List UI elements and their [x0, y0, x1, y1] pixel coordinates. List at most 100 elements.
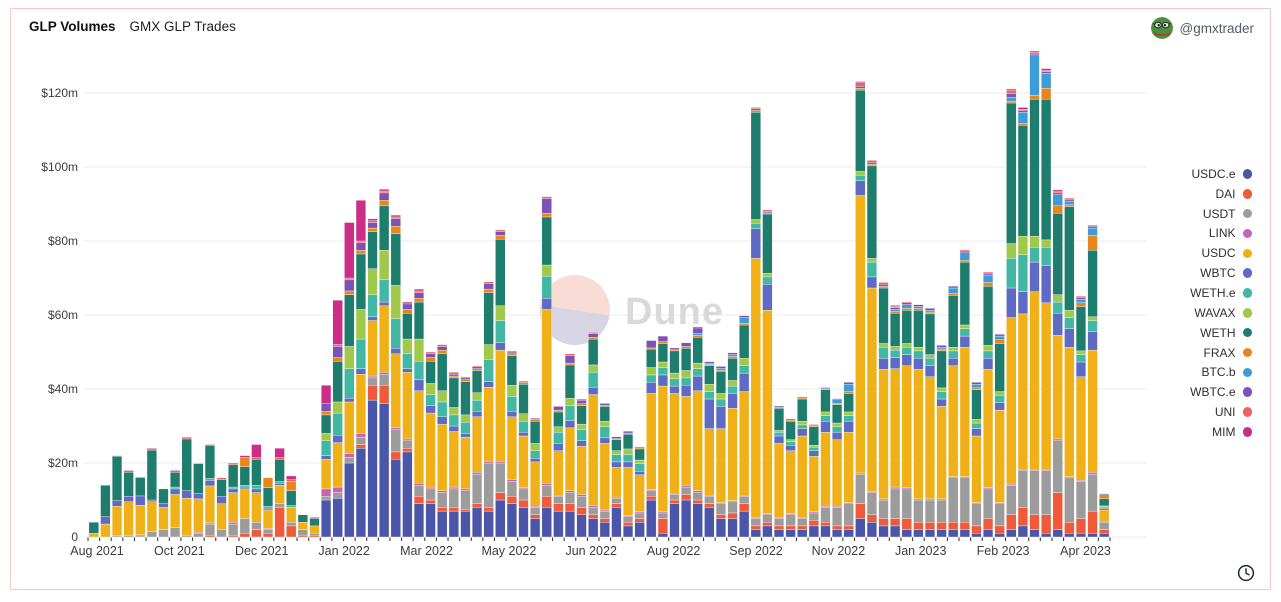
- bar-segment-WBTC.e[interactable]: [959, 250, 970, 254]
- bar-segment-WBTC.e[interactable]: [530, 418, 541, 420]
- bar-segment-UNI[interactable]: [483, 281, 494, 284]
- bar-segment-LINK[interactable]: [367, 375, 378, 379]
- bar-segment-USDC[interactable]: [262, 509, 274, 529]
- bar-segment-USDT[interactable]: [994, 503, 1005, 527]
- bar-segment-USDC[interactable]: [1029, 291, 1040, 470]
- bar-segment-WBTC.e[interactable]: [983, 273, 994, 276]
- bar-segment-WAVAX[interactable]: [808, 445, 819, 448]
- bar-segment-WBTC[interactable]: [228, 488, 239, 493]
- bar-segment-USDT[interactable]: [332, 492, 343, 499]
- bar-segment-WBTC[interactable]: [669, 385, 680, 394]
- bar-segment-FRAX[interactable]: [495, 235, 506, 240]
- bar-segment-WBTC[interactable]: [681, 385, 692, 397]
- bar-segment-WBTC[interactable]: [518, 432, 529, 437]
- bar[interactable]: [913, 304, 924, 538]
- bar-segment-WETH.e[interactable]: [704, 391, 715, 400]
- bar-segment-WETH.e[interactable]: [901, 347, 912, 355]
- bar-segment-DAI[interactable]: [773, 525, 785, 530]
- bar-segment-WETH[interactable]: [251, 459, 262, 486]
- bar-segment-USDC[interactable]: [994, 409, 1005, 503]
- bar-segment-USDT[interactable]: [878, 499, 889, 519]
- bar-segment-FRAX[interactable]: [553, 409, 564, 413]
- bar-segment-USDT[interactable]: [402, 440, 413, 449]
- bar-segment-WBTC[interactable]: [367, 316, 378, 321]
- bar-segment-LINK[interactable]: [332, 486, 343, 493]
- bar-segment-WETH[interactable]: [773, 408, 785, 431]
- bar-segment-WETH[interactable]: [727, 358, 738, 381]
- bar-segment-UNI[interactable]: [379, 190, 390, 194]
- bar-segment-LINK[interactable]: [1052, 438, 1063, 441]
- bar-segment-MIM[interactable]: [251, 444, 262, 458]
- author-block[interactable]: @gmxtrader: [1150, 17, 1254, 39]
- bar-segment-WAVAX[interactable]: [553, 426, 564, 433]
- bar-segment-WBTC[interactable]: [530, 458, 541, 463]
- bar-segment-WETH.e[interactable]: [262, 506, 274, 509]
- bar-segment-USDC[interactable]: [646, 393, 657, 490]
- bar[interactable]: [622, 431, 634, 538]
- bar-segment-WAVAX[interactable]: [936, 387, 947, 392]
- bar-segment-WAVAX[interactable]: [692, 362, 703, 369]
- bar-segment-WBTC.e[interactable]: [785, 418, 796, 421]
- bar-segment-FRAX[interactable]: [1029, 95, 1040, 100]
- bar-segment-WETH.e[interactable]: [425, 394, 436, 406]
- bar-segment-DAI[interactable]: [599, 518, 610, 523]
- bar-segment-DAI[interactable]: [483, 507, 494, 512]
- bar-segment-USDT[interactable]: [460, 490, 471, 510]
- bar-segment-UNI[interactable]: [762, 209, 773, 212]
- bar-segment-WETH.e[interactable]: [797, 424, 808, 429]
- bar-segment-WBTC[interactable]: [913, 358, 924, 370]
- bar-segment-USDC[interactable]: [808, 456, 819, 513]
- bar-segment-USDC.e[interactable]: [762, 525, 773, 538]
- bar-segment-USDT[interactable]: [553, 496, 564, 504]
- bar-segment-UNI[interactable]: [204, 444, 216, 446]
- bar[interactable]: [309, 517, 320, 538]
- bar-segment-WAVAX[interactable]: [1075, 350, 1087, 355]
- bar-segment-WBTC[interactable]: [390, 348, 401, 355]
- bar-segment-WBTC[interactable]: [611, 461, 622, 468]
- bar[interactable]: [111, 455, 123, 538]
- bar-segment-WBTC[interactable]: [1064, 328, 1075, 348]
- bar-segment-USDC[interactable]: [715, 428, 727, 503]
- bar[interactable]: [983, 271, 994, 538]
- bar-segment-DAI[interactable]: [890, 518, 901, 527]
- bar-segment-UNI[interactable]: [1075, 295, 1087, 298]
- bar-segment-WAVAX[interactable]: [646, 367, 657, 376]
- bar-segment-DAI[interactable]: [228, 534, 239, 538]
- bar-segment-WBTC[interactable]: [483, 381, 494, 388]
- bar-segment-USDT[interactable]: [1006, 485, 1017, 515]
- bar-segment-USDC.e[interactable]: [1064, 533, 1075, 538]
- bar-segment-WETH[interactable]: [297, 514, 308, 523]
- bar-segment-WETH[interactable]: [321, 414, 332, 434]
- bar-segment-WBTC[interactable]: [495, 342, 506, 351]
- bar-segment-WAVAX[interactable]: [472, 392, 483, 401]
- bar[interactable]: [657, 335, 668, 538]
- bar-segment-DAI[interactable]: [739, 503, 750, 512]
- bar-segment-LINK[interactable]: [425, 486, 436, 490]
- bar-segment-WETH.e[interactable]: [657, 367, 668, 376]
- bar-segment-DAI[interactable]: [262, 533, 274, 538]
- bar-segment-WAVAX[interactable]: [681, 370, 692, 379]
- bar-segment-WBTC[interactable]: [193, 493, 204, 500]
- bar[interactable]: [924, 308, 936, 538]
- bar[interactable]: [959, 249, 970, 538]
- bar-segment-WETH.e[interactable]: [750, 223, 761, 229]
- bar-segment-WETH[interactable]: [1041, 99, 1052, 241]
- bar-segment-MIM[interactable]: [355, 200, 366, 242]
- bar-segment-WBTC[interactable]: [866, 276, 877, 289]
- bar-segment-WETH.e[interactable]: [855, 174, 866, 181]
- bar-segment-FRAX[interactable]: [971, 387, 982, 390]
- bar-segment-WETH.e[interactable]: [762, 276, 773, 285]
- bar-segment-USDT[interactable]: [773, 518, 785, 527]
- bar-segment-WETH[interactable]: [750, 112, 761, 220]
- bar-segment-MIM[interactable]: [890, 305, 901, 307]
- bar-segment-WETH.e[interactable]: [472, 399, 483, 412]
- bar-segment-USDC.e[interactable]: [785, 529, 796, 538]
- bar-segment-FRAX[interactable]: [1052, 205, 1063, 214]
- bar-segment-WAVAX[interactable]: [1041, 239, 1052, 248]
- bar-segment-WBTC[interactable]: [1041, 265, 1052, 303]
- bar-segment-USDT[interactable]: [239, 518, 250, 534]
- bar-segment-WBTC[interactable]: [704, 398, 715, 429]
- bar-segment-DAI[interactable]: [588, 514, 599, 519]
- bar-segment-WBTC[interactable]: [413, 379, 425, 392]
- bar-segment-WAVAX[interactable]: [634, 459, 645, 464]
